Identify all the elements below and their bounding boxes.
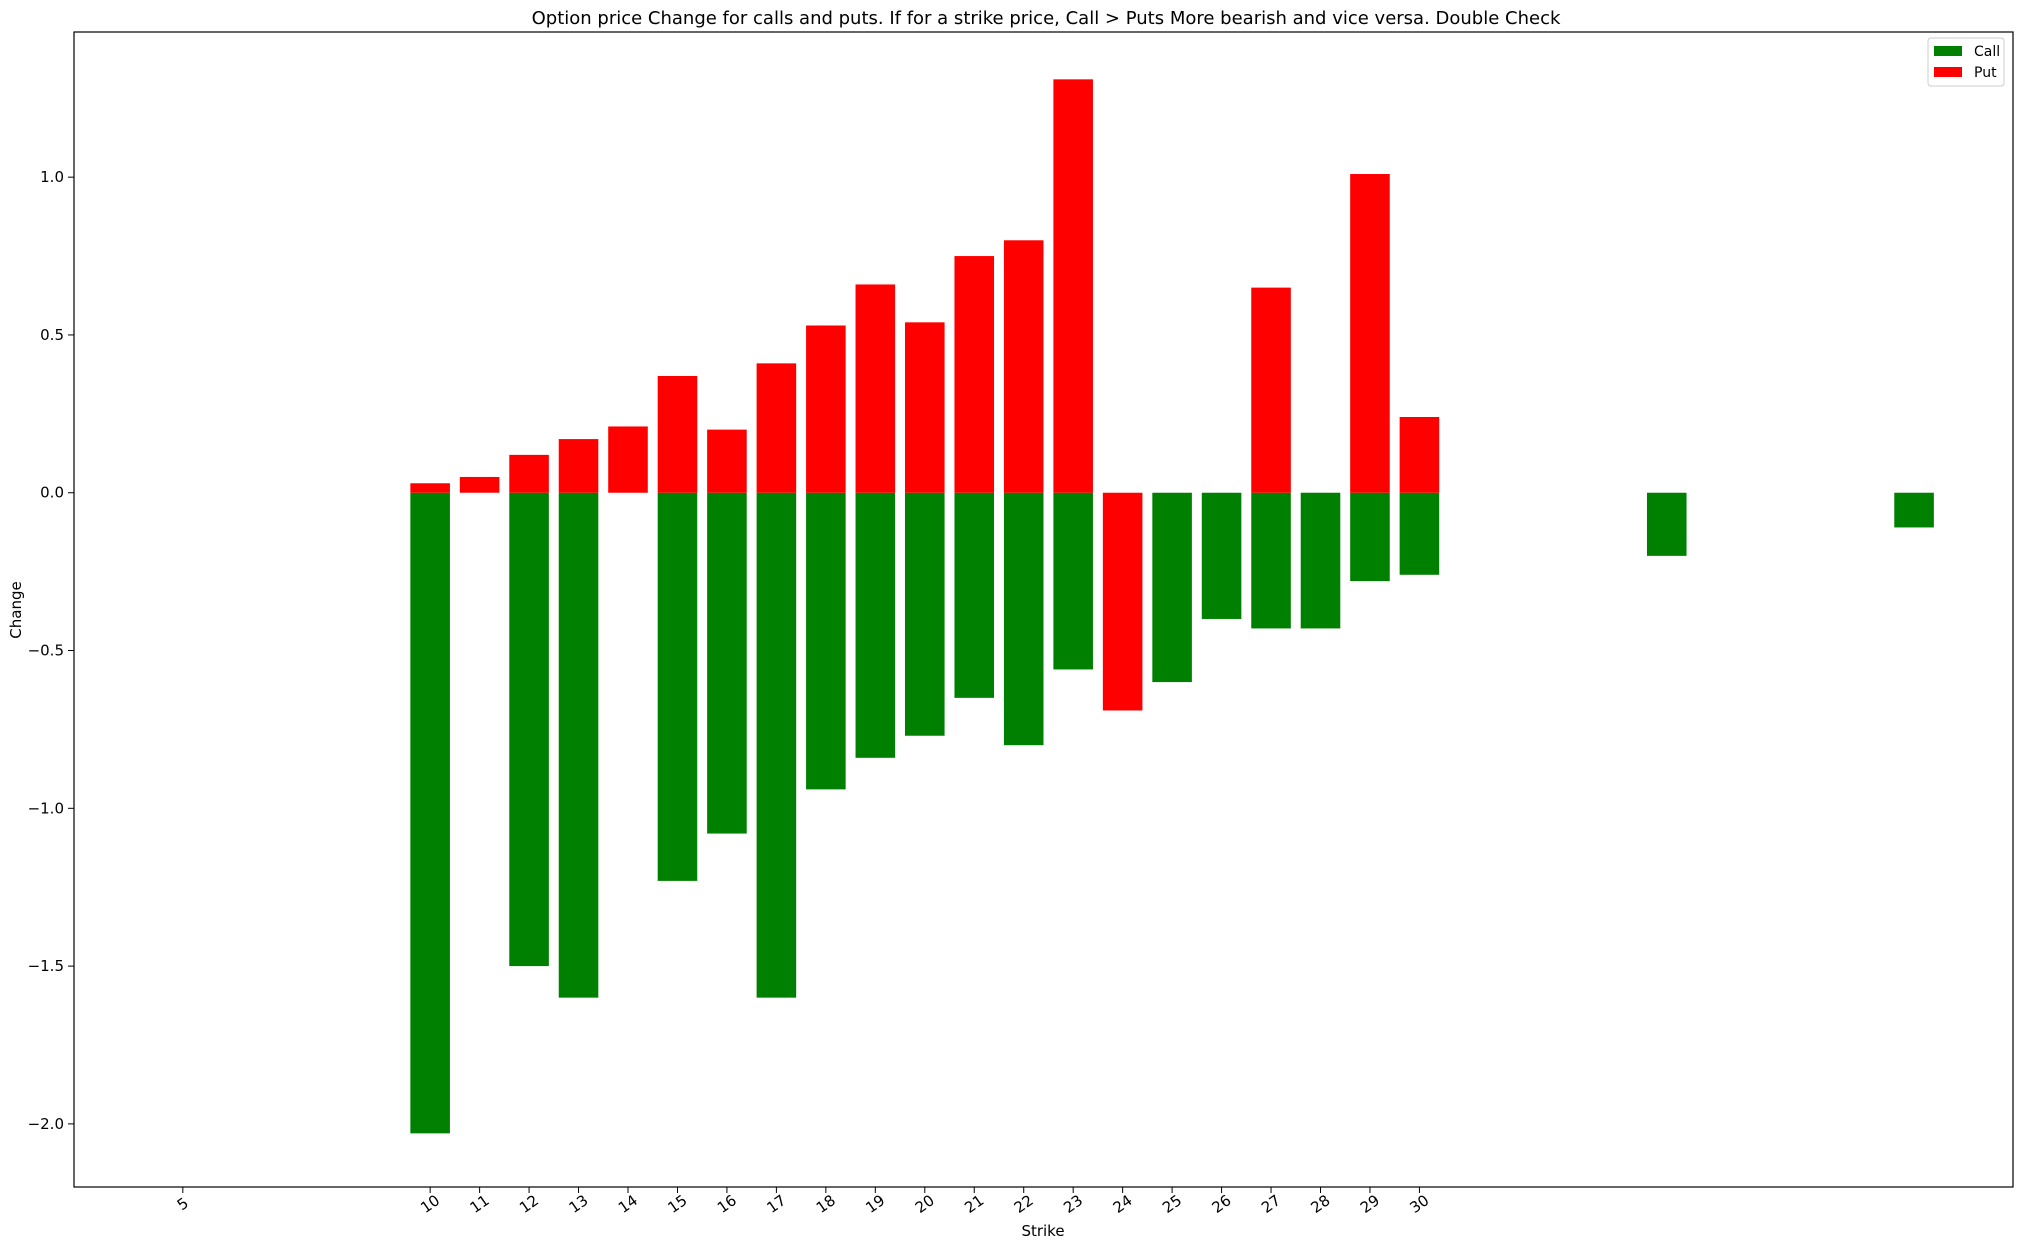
bar-call-30: [1399, 492, 1440, 575]
bar-call-29: [1350, 492, 1390, 582]
bar-put-29: [1350, 174, 1390, 493]
x-tick-label: 25: [1159, 1191, 1185, 1217]
x-tick-label: 11: [467, 1191, 493, 1217]
bar-put-18: [806, 325, 846, 493]
bar-call-19: [855, 492, 896, 758]
x-tick-label: 15: [664, 1191, 690, 1217]
bar-call-15: [657, 492, 698, 881]
bar-put-20: [905, 322, 945, 493]
bar-put-30: [1399, 417, 1440, 493]
bar-put-14: [608, 426, 648, 493]
y-tick-label: 0.5: [40, 326, 64, 344]
bar-call-27: [1251, 492, 1291, 629]
legend-swatch-call: [1934, 46, 1962, 56]
bar-call-22: [1003, 492, 1044, 746]
y-tick-label: −1.5: [28, 957, 64, 975]
bar-call-25: [1152, 492, 1192, 683]
bar-put-16: [707, 429, 747, 493]
bar-put-12: [509, 454, 549, 493]
x-tick-label: 23: [1060, 1191, 1086, 1217]
x-axis: 5 10 11 12 13 14 15 16 17 18 19 20 21 22 23 24 25 26 27 28 2…: [174, 1187, 1432, 1217]
bar-call-23: [1053, 492, 1093, 670]
bar-put-15: [657, 375, 698, 493]
legend-swatch-put: [1934, 67, 1962, 77]
y-axis: −2.0 −1.5 −1.0 −0.5 0.0 0.5 1.0: [28, 168, 74, 1133]
x-tick-label: 10: [417, 1191, 443, 1217]
x-tick-label: 28: [1308, 1191, 1334, 1217]
bar-call-12: [509, 492, 549, 967]
x-tick-label: 21: [961, 1191, 987, 1217]
x-tick-label: 18: [813, 1191, 839, 1217]
bar-call-40: [1894, 492, 1934, 528]
legend-label-call: Call: [1974, 44, 2000, 60]
bar-call-18: [806, 492, 846, 790]
legend-label-put: Put: [1974, 65, 1997, 81]
bar-call-10: [410, 492, 450, 1134]
x-tick-label: 16: [714, 1191, 740, 1217]
legend: Call Put: [1927, 37, 2005, 87]
bars-layer: [410, 79, 1934, 1134]
bar-put-22: [1003, 240, 1044, 493]
y-axis-label: Change: [7, 581, 25, 638]
y-tick-label: −2.0: [28, 1115, 64, 1133]
x-tick-label: 19: [862, 1191, 888, 1217]
bar-call-21: [954, 492, 995, 698]
plot-frame: [73, 31, 2014, 1188]
y-tick-label: 1.0: [40, 168, 64, 186]
bar-call-16: [707, 492, 747, 834]
x-tick-label: 20: [912, 1191, 938, 1217]
y-tick-label: 0.0: [40, 484, 64, 502]
bar-call-35: [1646, 492, 1687, 556]
bar-put-24: [1102, 492, 1143, 711]
x-tick-label: 5: [174, 1194, 192, 1214]
bar-call-13: [558, 492, 599, 998]
x-axis-label: Strike: [1021, 1222, 1064, 1240]
bar-call-17: [756, 492, 797, 998]
bar-put-17: [756, 363, 797, 493]
bar-put-13: [558, 439, 599, 493]
x-tick-label: 12: [516, 1191, 542, 1217]
x-tick-label: 14: [615, 1191, 641, 1217]
bar-put-10: [410, 483, 450, 493]
bar-call-26: [1201, 492, 1242, 619]
bar-put-11: [459, 476, 500, 493]
bar-call-28: [1300, 492, 1341, 629]
bar-put-19: [855, 284, 896, 493]
bar-put-23: [1053, 79, 1093, 493]
x-tick-label: 29: [1357, 1191, 1383, 1217]
bar-put-21: [954, 256, 995, 493]
y-tick-label: −1.0: [28, 799, 64, 817]
x-tick-label: 24: [1110, 1191, 1136, 1217]
y-tick-label: −0.5: [28, 642, 64, 660]
x-tick-label: 17: [763, 1191, 789, 1217]
bar-put-27: [1251, 287, 1291, 493]
x-tick-label: 22: [1011, 1191, 1037, 1217]
chart-title: Option price Change for calls and puts. …: [532, 8, 1561, 29]
x-tick-label: 30: [1406, 1191, 1432, 1217]
x-tick-label: 26: [1209, 1191, 1235, 1217]
x-tick-label: 27: [1258, 1191, 1284, 1217]
bar-call-20: [905, 492, 945, 736]
x-tick-label: 13: [566, 1191, 592, 1217]
